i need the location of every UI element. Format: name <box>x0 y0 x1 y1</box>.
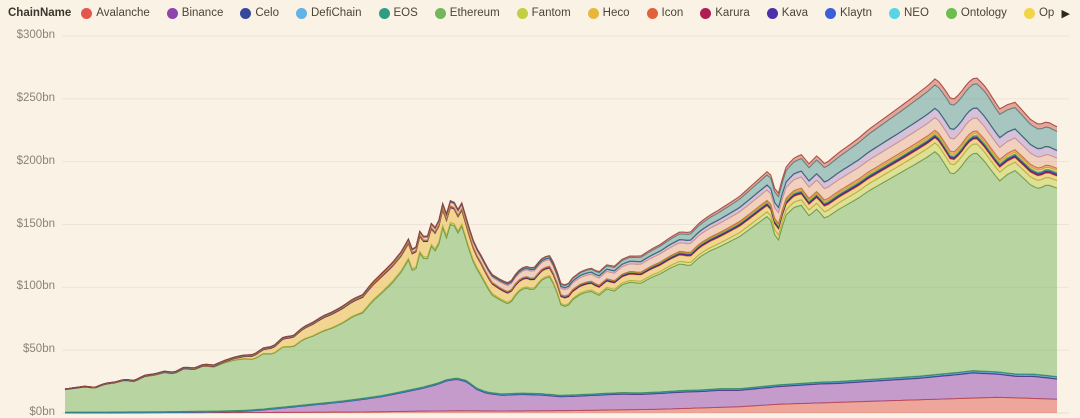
legend-item-neo[interactable]: NEO <box>888 7 929 19</box>
legend-item-label: Kava <box>781 7 809 19</box>
legend-dot-icon <box>766 7 778 19</box>
legend-item-karura[interactable]: Karura <box>700 7 750 19</box>
legend-dot-icon <box>434 7 446 19</box>
edge-unlabeled-salmon- <box>64 77 1058 390</box>
area-polygon <box>65 117 1057 389</box>
legend-item-ontology[interactable]: Ontology <box>945 7 1007 19</box>
legend-dot-icon <box>945 7 957 19</box>
legend-item-optimism[interactable]: Optimism <box>1023 7 1054 19</box>
legend-dot-icon <box>700 7 712 19</box>
legend-dot-icon <box>825 7 837 19</box>
legend-dot-icon <box>296 7 307 19</box>
legend-scroll-right-icon[interactable]: ▶ <box>1061 7 1070 20</box>
legend-item-ethereum[interactable]: Ethereum <box>434 7 500 19</box>
legend-item-icon[interactable]: Icon <box>646 7 684 19</box>
legend-item-avalanche[interactable]: Avalanche <box>81 7 150 19</box>
legend-item-defichain[interactable]: DefiChain <box>296 7 362 19</box>
area-fantom <box>65 142 1057 390</box>
legend-item-label: DefiChain <box>311 7 362 19</box>
legend-dot-icon <box>646 7 658 19</box>
legend-item-label: NEO <box>903 7 929 19</box>
legend-item-label: Icon <box>661 7 684 19</box>
legend-item-label: Celo <box>255 7 279 19</box>
legend-item-label: Karura <box>715 7 750 19</box>
area-avalanche <box>65 397 1057 413</box>
area-heco <box>65 137 1057 390</box>
legend-item-binance[interactable]: Binance <box>166 7 224 19</box>
legend-dot-icon <box>81 7 93 19</box>
legend-item-celo[interactable]: Celo <box>240 7 279 19</box>
legend-item-eos[interactable]: EOS <box>378 7 418 19</box>
legend-item-heco[interactable]: Heco <box>587 7 630 19</box>
legend-item-label: Fantom <box>531 7 571 19</box>
legend-item-label: Ethereum <box>449 7 500 19</box>
legend-item-label: Heco <box>602 7 630 19</box>
legend-dot-icon <box>888 7 900 19</box>
legend-item-label: Optimism <box>1038 7 1054 19</box>
legend-dot-icon <box>516 7 528 19</box>
legend-item-klaytn[interactable]: Klaytn <box>825 7 872 19</box>
legend-item-kava[interactable]: Kava <box>766 7 809 19</box>
legend-item-label: Avalanche <box>96 7 150 19</box>
legend-item-label: Klaytn <box>840 7 872 19</box>
legend-bar: ChainName Avalanche Binance Celo DefiChain E… <box>0 0 1080 26</box>
legend-dot-icon <box>1023 7 1035 19</box>
area-unlabeled-teal- <box>65 83 1057 390</box>
legend-dot-icon <box>240 7 252 19</box>
legend-title: ChainName <box>8 7 72 19</box>
legend-item-label: Ontology <box>960 7 1007 19</box>
area-binance <box>65 373 1057 413</box>
legend-item-fantom[interactable]: Fantom <box>516 7 571 19</box>
area-ethereum <box>65 151 1057 413</box>
legend-item-label: Binance <box>181 7 224 19</box>
legend-items: Avalanche Binance Celo DefiChain EOS Ethereum… <box>81 7 1054 19</box>
legend-item-label: EOS <box>393 7 418 19</box>
legend-dot-icon <box>166 7 178 19</box>
legend-dot-icon <box>587 7 599 19</box>
legend-dot-icon <box>378 7 390 19</box>
